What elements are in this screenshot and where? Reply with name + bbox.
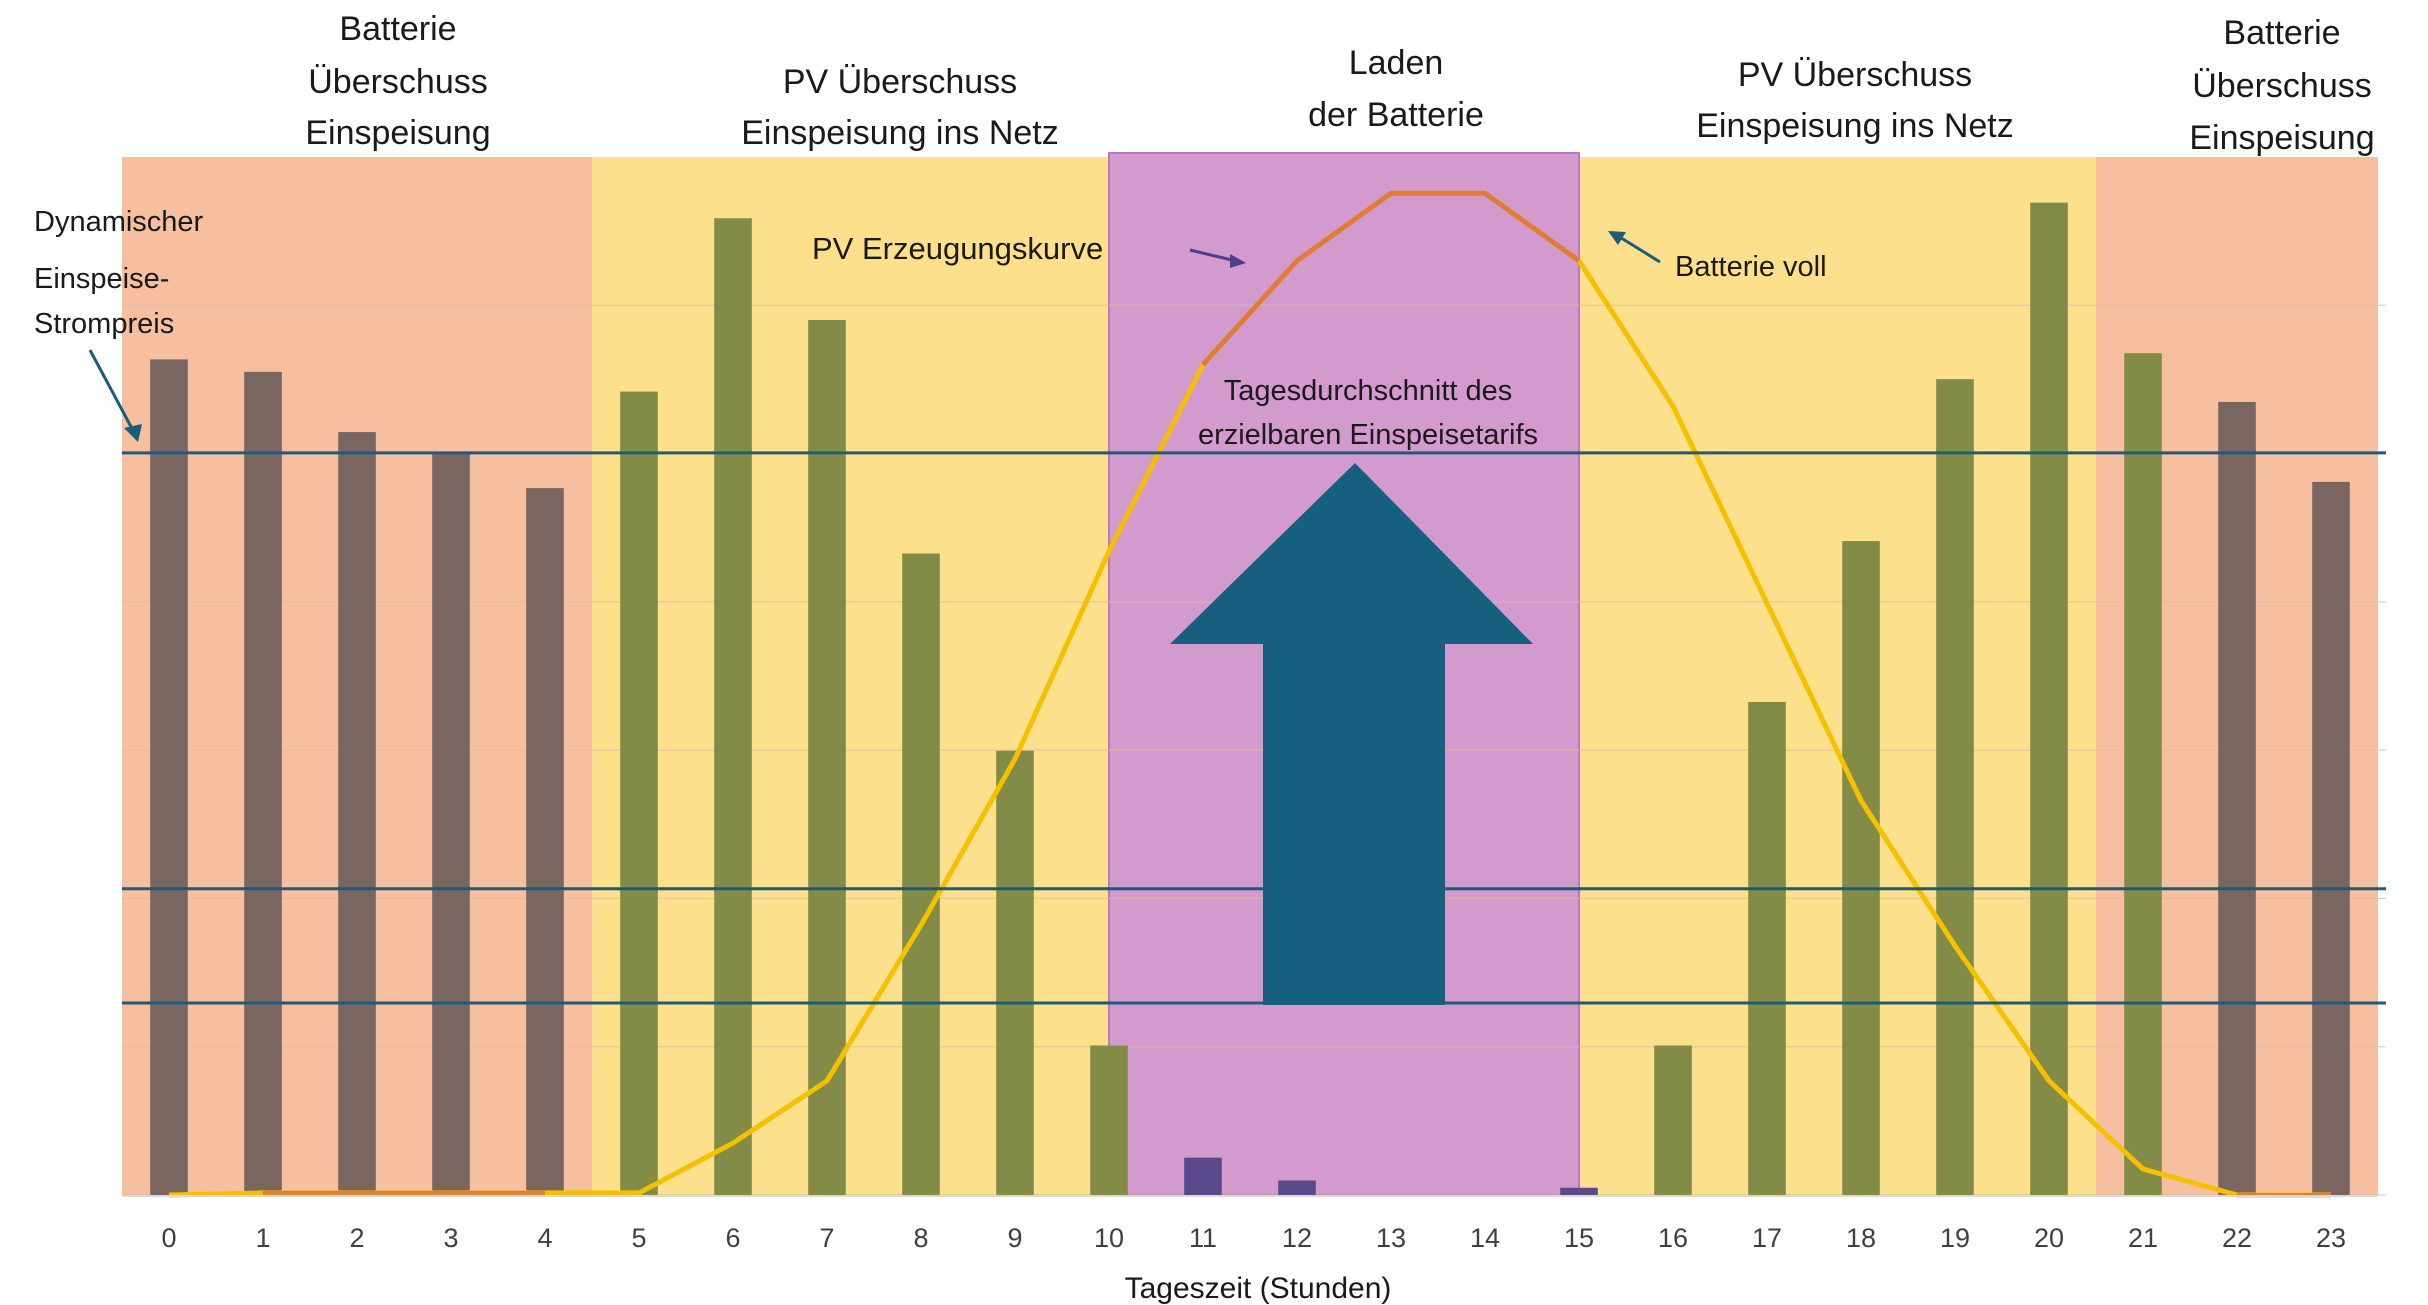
x-tick-label: 9: [1007, 1223, 1022, 1253]
x-tick-label: 20: [2034, 1223, 2064, 1253]
x-tick-label: 11: [1189, 1223, 1217, 1253]
x-tick-label: 8: [913, 1223, 928, 1253]
x-axis: 0 1 2 3 4 5 6 7 8 9 10 11 12 13 14 15 16 17 18 19 20 21 22 23Ta…: [122, 1195, 2378, 1305]
bar-11: [1184, 1157, 1222, 1195]
bar-15: [1560, 1187, 1598, 1195]
bar-17: [1748, 701, 1786, 1195]
price-annotation-line-0: Dynamischer: [34, 206, 204, 238]
x-tick-label: 15: [1564, 1223, 1594, 1253]
x-tick-label: 19: [1940, 1223, 1970, 1253]
zone-label-4-line-1: Überschuss: [2192, 67, 2372, 105]
pv-curve-pointer: [1189, 248, 1237, 263]
x-axis-title: Tageszeit (Stunden): [1125, 1272, 1392, 1305]
bars: [150, 202, 2350, 1196]
bar-16: [1654, 1045, 1692, 1195]
zone-label-3-line-1: Einspeisung ins Netz: [1696, 107, 2014, 145]
bar-22: [2218, 401, 2256, 1195]
bar-1: [244, 371, 282, 1196]
battery-full-arrowhead: [1608, 231, 1626, 245]
zone-label-1-line-0: PV Überschuss: [783, 63, 1017, 101]
x-tick-label: 17: [1752, 1223, 1782, 1253]
x-tick-label: 21: [2128, 1223, 2158, 1253]
zone-label-2-line-0: Laden: [1349, 44, 1444, 82]
battery-full-annotation: Batterie voll: [1675, 251, 1827, 283]
battery-full-pointer: [1617, 234, 1661, 264]
bar-8: [902, 553, 940, 1195]
zone-label-0-line-2: Einspeisung: [305, 114, 490, 152]
x-tick-label: 16: [1658, 1223, 1688, 1253]
bar-2: [338, 432, 376, 1195]
bar-18: [1842, 541, 1880, 1195]
bar-21: [2124, 353, 2162, 1195]
bar-4: [526, 488, 564, 1195]
x-tick-label: 23: [2316, 1223, 2346, 1253]
reference-lines: [122, 451, 2386, 1005]
pv-curve-annotation: PV Erzeugungskurve: [812, 231, 1103, 266]
bar-20: [2030, 202, 2068, 1195]
bar-6: [714, 218, 752, 1195]
price-annotation-pointer: [88, 349, 138, 437]
price-annotation-arrowhead: [124, 424, 142, 442]
pv-curve-arrowhead: [1230, 254, 1246, 268]
price-annotation-line-1: Einspeise-: [34, 263, 169, 295]
bar-0: [150, 359, 188, 1195]
bar-23: [2312, 481, 2350, 1195]
average-annotation-line-0: Tagesdurchschnitt des: [1224, 375, 1513, 407]
x-tick-label: 22: [2222, 1223, 2252, 1253]
bar-19: [1936, 379, 1974, 1196]
annotations: Dynamischer Einspeise- Strompreis PV Erzeug…: [34, 206, 1827, 451]
x-tick-label: 12: [1282, 1223, 1312, 1253]
bar-3: [432, 453, 470, 1195]
x-tick-label: 10: [1094, 1223, 1124, 1253]
x-tick-label: 0: [161, 1223, 176, 1253]
bar-5: [620, 391, 658, 1195]
bar-12: [1278, 1180, 1316, 1195]
x-tick-label: 3: [443, 1223, 458, 1253]
x-tick-label: 18: [1846, 1223, 1876, 1253]
x-tick-label: 5: [631, 1223, 646, 1253]
zone-label-0-line-1: Überschuss: [308, 63, 488, 101]
zone-label-4-line-2: Einspeisung: [2189, 119, 2374, 157]
price-annotation-line-2: Strompreis: [34, 308, 174, 340]
bar-9: [996, 750, 1034, 1195]
bar-7: [808, 319, 846, 1195]
zone-label-0-line-0: Batterie: [339, 10, 456, 48]
x-tick-label: 1: [255, 1223, 270, 1253]
zone-labels: Batterie Überschuss Einspeisung PV Überschu…: [305, 10, 2374, 157]
x-tick-label: 13: [1376, 1223, 1406, 1253]
x-tick-label: 6: [725, 1223, 740, 1253]
average-arrow: [1170, 463, 1533, 1005]
zone-label-3-line-0: PV Überschuss: [1738, 56, 1972, 94]
x-tick-label: 14: [1470, 1223, 1500, 1253]
x-tick-label: 7: [819, 1223, 834, 1253]
x-tick-label: 2: [349, 1223, 364, 1253]
x-tick-label: 4: [537, 1223, 552, 1253]
average-annotation-line-1: erzielbaren Einspeisetarifs: [1198, 419, 1538, 451]
zone-label-2-line-1: der Batterie: [1308, 96, 1484, 134]
zone-label-4-line-0: Batterie: [2223, 14, 2340, 52]
zone-label-1-line-1: Einspeisung ins Netz: [741, 114, 1059, 152]
pv-curve-charging-segment: [1201, 190, 1581, 367]
average-up-arrow: [1170, 463, 1533, 1005]
bar-10: [1090, 1045, 1128, 1195]
